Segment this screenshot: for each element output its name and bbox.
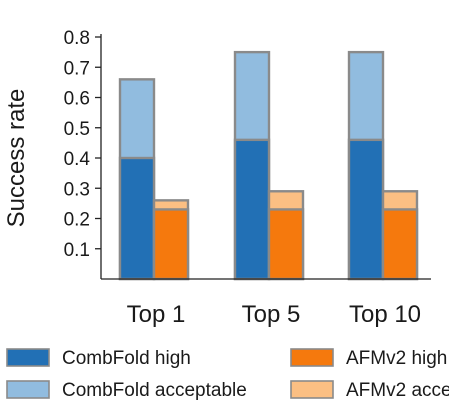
bars-layer bbox=[118, 50, 419, 281]
legend-swatch-afmv2-high bbox=[290, 348, 334, 367]
y-tick-label: 0.1 bbox=[64, 240, 90, 261]
legend-swatch-combfold-acceptable bbox=[6, 380, 50, 399]
x-category-label: Top 1 bbox=[127, 301, 186, 328]
legend-swatch-afmv2-acceptable bbox=[290, 380, 334, 399]
axes-layer: 0.1 0.2 0.3 0.4 0.5 0.6 0.7 0.8 Top 1 Top 5 Top 10 bbox=[64, 28, 431, 328]
y-tick-label: 0.2 bbox=[64, 210, 90, 231]
legend-label-combfold-acceptable: CombFold acceptable bbox=[62, 380, 247, 401]
legend-swatch-combfold-high bbox=[6, 348, 50, 367]
y-tick-label: 0.3 bbox=[64, 179, 90, 200]
y-tick-label: 0.4 bbox=[64, 149, 91, 170]
bar-combfold-high-top-5 bbox=[233, 138, 271, 281]
legend-label-afmv2-high: AFMv2 high bbox=[346, 348, 447, 369]
x-category-label: Top 10 bbox=[349, 301, 421, 328]
bar-combfold-high-top-10 bbox=[347, 138, 385, 281]
y-tick-label: 0.6 bbox=[64, 89, 90, 110]
bar-afmv2-high-top-10 bbox=[381, 208, 419, 281]
bar-afmv2-high-top-1 bbox=[152, 208, 190, 281]
x-category-label: Top 5 bbox=[242, 301, 301, 328]
y-tick-label: 0.5 bbox=[64, 119, 90, 140]
y-tick-label: 0.7 bbox=[64, 58, 90, 79]
bar-combfold-high-top-1 bbox=[118, 156, 156, 281]
y-axis-label: Success rate bbox=[3, 89, 30, 228]
legend-label-afmv2-acceptable: AFMv2 acceptable bbox=[346, 380, 449, 401]
y-tick-label: 0.8 bbox=[64, 28, 90, 49]
legend: CombFold high AFMv2 high CombFold acceptab… bbox=[6, 348, 449, 401]
bar-afmv2-high-top-5 bbox=[267, 208, 305, 281]
legend-label-combfold-high: CombFold high bbox=[62, 348, 191, 369]
